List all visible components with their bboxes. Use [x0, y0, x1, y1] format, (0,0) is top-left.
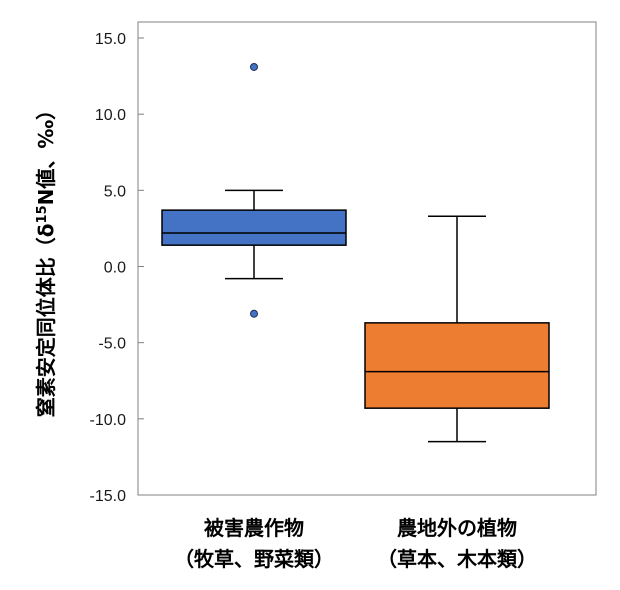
x-category-label-line1: 農地外の植物	[397, 516, 517, 540]
y-axis-title: 窒素安定同位体比（δ15N値、‰）	[34, 100, 58, 417]
y-tick-label: 0.0	[104, 260, 126, 277]
outlier-point	[250, 309, 258, 318]
plot-area-frame	[137, 21, 597, 496]
box-series	[161, 62, 550, 443]
y-tick-label: 15.0	[95, 31, 126, 48]
outlier-point	[250, 62, 258, 71]
y-tick-label: -10.0	[90, 412, 127, 429]
x-category-label-line1: 被害農作物	[204, 516, 304, 540]
x-axis-category-labels: 被害農作物 （牧草、野菜類） 農地外の植物 （草本、木本類）	[174, 516, 537, 571]
box-group-2	[364, 215, 550, 443]
y-axis-title-text: 窒素安定同位体比（δ15N値、‰）	[34, 100, 58, 417]
x-category-label-line2: （牧草、野菜類）	[174, 547, 334, 571]
box-iqr	[161, 209, 347, 246]
y-tick-label: 10.0	[95, 107, 126, 124]
box-iqr	[364, 322, 550, 409]
box-group-1	[161, 62, 347, 318]
y-axis-ticks: -15.0 -10.0 -5.0 0.0 5.0 10.0 15.0	[90, 31, 144, 505]
y-tick-label: -5.0	[98, 336, 126, 353]
y-tick-label: 5.0	[104, 183, 126, 200]
y-tick-label: -15.0	[90, 488, 127, 505]
x-category-label-line2: （草本、木本類）	[377, 547, 537, 571]
